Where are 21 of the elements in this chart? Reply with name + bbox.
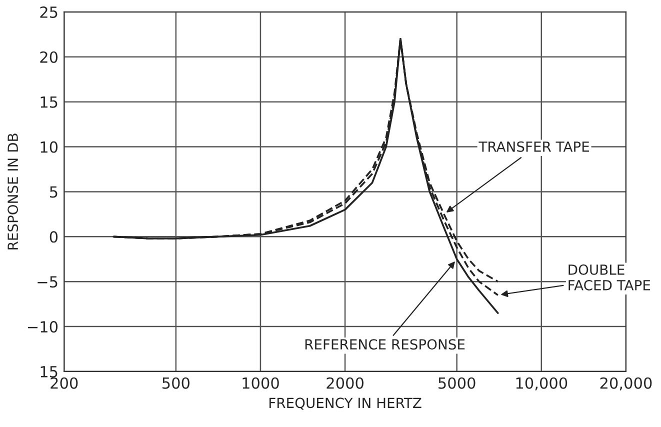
y-tick-label: 25: [40, 6, 58, 18]
x-tick-label: 10,000: [516, 377, 568, 390]
y-tick-label: 15: [40, 96, 58, 108]
y-tick-label: 20: [40, 51, 58, 63]
x-tick-label: 20,000: [600, 377, 652, 390]
annotation: DOUBLE FACED TAPE: [568, 264, 650, 290]
annotation: TRANSFER TAPE: [478, 141, 589, 152]
y-tick-label: 15: [40, 366, 58, 378]
y-tick-label: −10: [28, 321, 58, 333]
y-axis-title: RESPONSE IN DB: [8, 134, 18, 250]
y-tick-label: 0: [50, 231, 58, 243]
x-tick-label: 1000: [242, 377, 279, 389]
y-tick-label: −5: [38, 276, 58, 288]
annotation: REFERENCE RESPONSE: [305, 339, 465, 350]
x-tick-label: 5000: [438, 377, 476, 389]
y-tick-label: 10: [40, 141, 58, 153]
x-axis-title: FREQUENCY IN HERTZ: [270, 398, 422, 410]
x-tick-label: 500: [162, 377, 190, 389]
y-tick-label: 5: [50, 186, 58, 198]
x-tick-label: 200: [50, 377, 78, 389]
x-tick-label: 2000: [326, 377, 364, 389]
